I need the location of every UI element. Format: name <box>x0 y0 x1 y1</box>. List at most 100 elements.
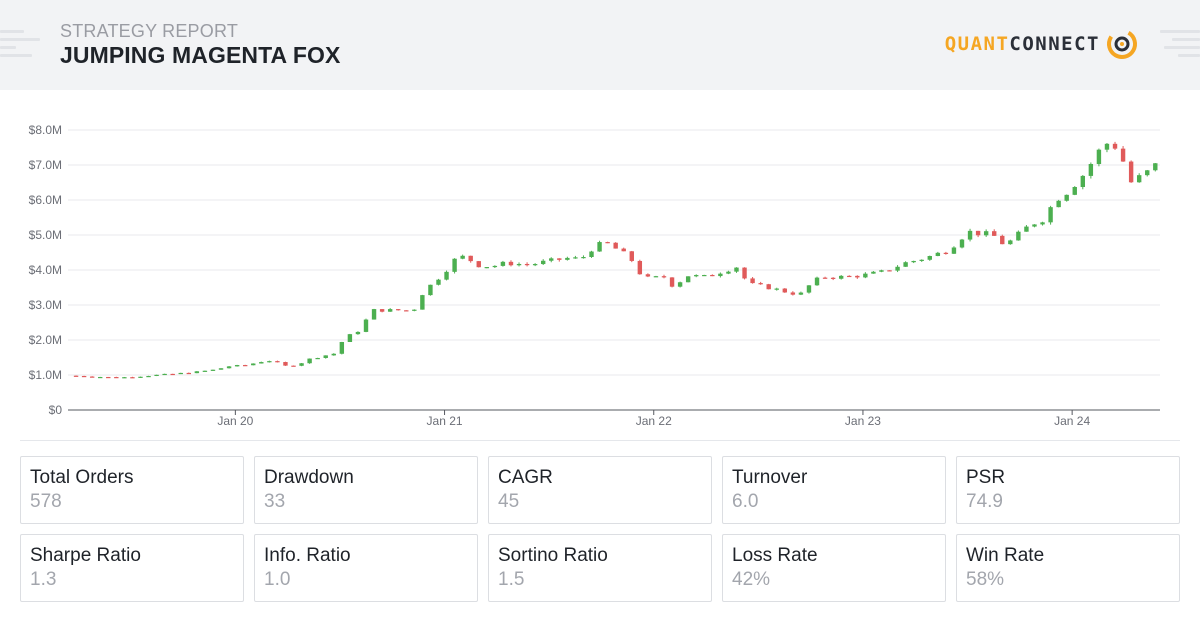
candle-up <box>903 262 908 267</box>
candle-down <box>637 260 643 275</box>
candle-up <box>565 257 570 260</box>
x-tick-label: Jan 21 <box>427 414 463 428</box>
candle-up <box>355 331 361 335</box>
candle-up <box>1064 194 1069 201</box>
y-tick-label: $1.0M <box>29 368 62 382</box>
brand-wordmark: QUANTCONNECT <box>944 33 1100 55</box>
candle-up <box>339 341 345 354</box>
candle-up <box>549 258 554 261</box>
stat-value: 42% <box>732 569 771 590</box>
candle-down <box>242 365 248 367</box>
candle-up <box>218 368 224 370</box>
candle-up <box>814 277 820 286</box>
candle-down <box>943 252 949 255</box>
equity-chart: $0 $1.0M $2.0M $3.0M $4.0M $5.0M $6.0M $7.0M $8.… <box>0 110 1200 440</box>
stat-value: 6.0 <box>732 491 759 512</box>
candle-up <box>323 355 328 358</box>
report-type-label: STRATEGY REPORT <box>60 21 239 41</box>
candle-down <box>508 261 514 266</box>
candle-up <box>702 274 707 277</box>
candle-down <box>613 242 618 249</box>
candle-down <box>887 270 892 272</box>
stat-card: Sharpe Ratio 1.3 <box>20 534 244 602</box>
candle-down <box>855 275 860 278</box>
quantconnect-logo[interactable]: QUANTCONNECT <box>945 24 1140 64</box>
candle-up <box>838 275 844 279</box>
candle-down <box>742 267 747 279</box>
candle-up <box>331 353 336 356</box>
candle-up <box>226 366 232 369</box>
candle-down <box>975 230 981 236</box>
candle-up <box>1080 175 1086 188</box>
header-decoration <box>0 30 24 33</box>
candle-down <box>847 275 852 278</box>
stat-card: Drawdown 33 <box>254 456 478 524</box>
candle-up <box>911 260 916 263</box>
candle-down <box>992 231 997 236</box>
candle-up <box>1056 200 1061 208</box>
candle-up <box>460 255 465 259</box>
stat-card: Sortino Ratio 1.5 <box>488 534 712 602</box>
candle-up <box>315 357 320 360</box>
candle-up <box>428 284 433 296</box>
candle-up <box>694 275 699 277</box>
header-decoration <box>0 46 16 49</box>
candle-up <box>444 271 449 280</box>
y-tick-label: $4.0M <box>29 263 62 277</box>
candle-up <box>307 358 312 364</box>
header-decoration <box>1178 54 1200 57</box>
candle-down <box>629 251 634 261</box>
candle-down <box>766 284 771 290</box>
candle-up <box>452 258 457 272</box>
candle-down <box>130 377 135 379</box>
x-tick-label: Jan 24 <box>1054 414 1090 428</box>
header-decoration <box>1160 30 1200 33</box>
candle-up <box>1145 170 1150 176</box>
candle-up <box>259 362 264 364</box>
candle-down <box>750 278 755 284</box>
candle-up <box>484 267 490 269</box>
candle-down <box>283 362 288 366</box>
candle-up <box>581 257 586 259</box>
stat-card: Info. Ratio 1.0 <box>254 534 478 602</box>
stat-label: Info. Ratio <box>264 545 351 566</box>
candle-up <box>1008 240 1013 245</box>
candle-up <box>387 309 393 312</box>
equity-candlestick-chart: $0 $1.0M $2.0M $3.0M $4.0M $5.0M $6.0M $7.0M $8.… <box>29 123 1160 428</box>
candle-down <box>782 288 788 293</box>
candle-up <box>492 265 498 268</box>
candle-up <box>919 259 924 261</box>
candle-down <box>396 309 401 311</box>
candle-up <box>1153 163 1158 171</box>
candle-up <box>573 257 578 259</box>
stat-value: 1.3 <box>30 569 57 590</box>
header-decoration <box>1164 46 1200 49</box>
divider <box>20 440 1180 441</box>
candle-up <box>371 309 377 320</box>
header-decoration <box>1172 38 1200 41</box>
candle-up <box>863 273 868 278</box>
candle-up <box>879 270 884 272</box>
candle-up <box>1024 226 1029 232</box>
candle-down <box>468 255 473 262</box>
candle-down <box>379 309 385 312</box>
x-tick-label: Jan 23 <box>845 414 881 428</box>
candle-up <box>436 279 441 285</box>
candle-up <box>895 266 900 271</box>
candle-up <box>532 264 538 266</box>
candle-up <box>935 252 941 257</box>
candle-down <box>669 277 675 287</box>
quantconnect-logo-icon <box>1107 29 1137 59</box>
candle-up <box>1040 222 1045 225</box>
stat-card: Total Orders 578 <box>20 456 244 524</box>
candle-up <box>178 372 183 375</box>
candle-down <box>758 283 763 285</box>
stat-label: Loss Rate <box>732 545 818 566</box>
stat-value: 1.0 <box>264 569 291 590</box>
candle-up <box>234 365 240 367</box>
stat-card: Turnover 6.0 <box>722 456 946 524</box>
candle-up <box>516 263 522 266</box>
candle-up <box>202 370 208 372</box>
y-tick-label: $6.0M <box>29 193 62 207</box>
candle-up <box>734 267 739 272</box>
